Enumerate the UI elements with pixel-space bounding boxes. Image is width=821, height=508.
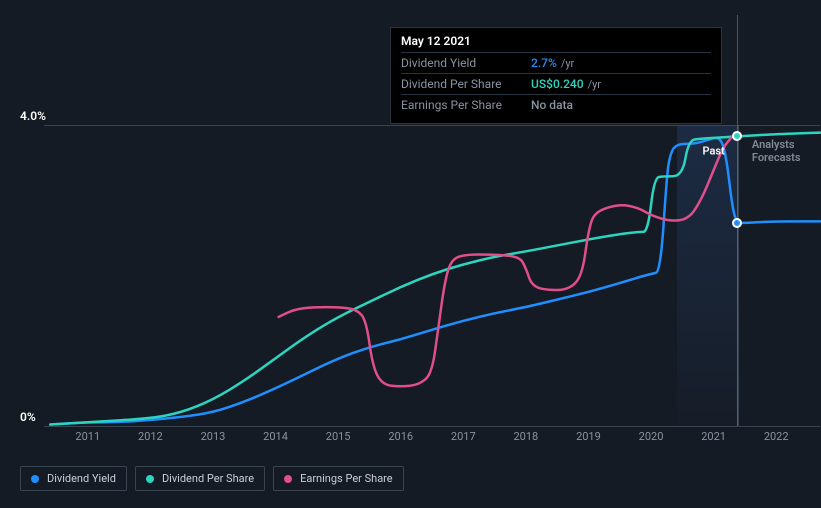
tooltip-row-unit: /yr (561, 57, 574, 70)
y-axis-label-bottom: 0% (20, 410, 36, 424)
series-marker (732, 131, 742, 141)
x-axis-label: 2020 (639, 430, 664, 443)
x-axis-label: 2013 (201, 430, 226, 443)
legend-label: Dividend Yield (47, 472, 116, 485)
tooltip-date: May 12 2021 (401, 34, 711, 52)
x-axis-label: 2018 (513, 430, 538, 443)
series-line (279, 136, 733, 386)
legend-dot-icon (31, 475, 39, 483)
series-line (50, 133, 820, 425)
tooltip-row-unit: /yr (588, 78, 601, 91)
x-axis-label: 2011 (75, 430, 100, 443)
past-forecast-divider (737, 125, 739, 426)
tooltip-rows: Dividend Yield2.7%/yrDividend Per ShareU… (401, 52, 711, 115)
legend-dot-icon (146, 475, 154, 483)
legend-item[interactable]: Earnings Per Share (273, 466, 404, 491)
series-marker (732, 218, 742, 228)
tooltip-row: Earnings Per ShareNo data (401, 94, 711, 115)
gridline-bottom (44, 426, 820, 427)
chart-tooltip: May 12 2021 Dividend Yield2.7%/yrDividen… (390, 27, 722, 124)
legend-label: Earnings Per Share (300, 472, 393, 485)
x-axis-label: 2017 (451, 430, 476, 443)
legend-label: Dividend Per Share (162, 472, 254, 485)
legend-item[interactable]: Dividend Yield (20, 466, 127, 491)
legend-item[interactable]: Dividend Per Share (135, 466, 265, 491)
tooltip-row: Dividend Per ShareUS$0.240/yr (401, 73, 711, 94)
region-label: Past (702, 145, 724, 158)
tooltip-row: Dividend Yield2.7% /yr (401, 52, 711, 73)
tooltip-row-label: Dividend Per Share (401, 77, 531, 91)
dividend-chart: PastAnalysts Forecasts 4.0% 0% 201120122… (20, 10, 820, 450)
x-axis-label: 2019 (576, 430, 601, 443)
tooltip-row-value: 2.7% (531, 56, 557, 70)
tooltip-row-label: Dividend Yield (401, 56, 531, 70)
tooltip-row-value: No data (531, 98, 573, 112)
series-line (50, 138, 820, 425)
region-label: Analysts Forecasts (752, 138, 801, 164)
x-axis-label: 2022 (764, 430, 789, 443)
x-axis-labels: 2011 2012 2013 2014 2015 2016 2017 2018 2019 2020… (44, 430, 820, 450)
x-axis-label: 2012 (138, 430, 163, 443)
chart-legend: Dividend Yield Dividend Per Share Earnings… (20, 466, 404, 491)
x-axis-label: 2014 (263, 430, 288, 443)
x-axis-label: 2016 (388, 430, 413, 443)
y-axis-label-top: 4.0% (20, 109, 46, 123)
tooltip-row-value: US$0.240 (531, 77, 584, 91)
x-axis-label: 2015 (326, 430, 351, 443)
legend-dot-icon (284, 475, 292, 483)
tooltip-row-label: Earnings Per Share (401, 98, 531, 112)
x-axis-label: 2021 (701, 430, 726, 443)
plot-area[interactable]: Past Analysts Forecasts (44, 110, 820, 426)
